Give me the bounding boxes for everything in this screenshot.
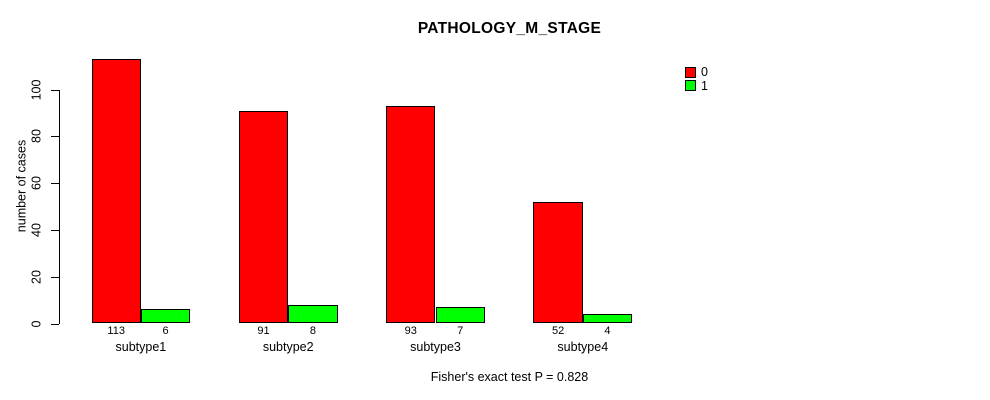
bar-subtype1-series-0: [91, 59, 141, 324]
y-axis-tick: [51, 89, 59, 91]
bar-count-label: 4: [604, 325, 611, 337]
legend-entry-0: 0: [685, 66, 708, 78]
y-axis-tick: [51, 183, 59, 185]
y-axis-tick-label: 100: [29, 79, 44, 100]
y-axis-label: number of cases: [14, 139, 29, 233]
y-axis-tick: [51, 229, 59, 231]
y-axis-tick: [51, 323, 59, 325]
x-axis-category-label: subtype3: [410, 340, 461, 354]
y-axis-tick-label: 80: [29, 129, 44, 144]
y-axis-tick-label: 20: [29, 269, 44, 284]
bar-count-label: 7: [457, 325, 464, 337]
y-axis-tick: [51, 276, 59, 278]
bar-count-label: 93: [404, 325, 417, 337]
y-axis-line: [59, 89, 60, 324]
bar-count-label: 8: [309, 325, 316, 337]
y-axis-tick-label: 60: [29, 176, 44, 191]
chart-title: PATHOLOGY_M_STAGE: [417, 20, 602, 37]
bar-subtype3-series-0: [386, 105, 436, 324]
bar-count-label: 52: [551, 325, 565, 337]
legend-entry-label: 1: [701, 78, 708, 93]
bar-subtype1-series-1: [140, 309, 191, 324]
legend-swatch-1: [685, 80, 696, 91]
bar-subtype4-series-0: [533, 201, 583, 324]
bar-subtype3-series-1: [435, 307, 485, 324]
legend-swatch-0: [685, 66, 696, 78]
legend-entry-1: 1: [685, 78, 708, 93]
y-axis-tick-label: 40: [29, 222, 44, 237]
bar-subtype4-series-1: [582, 314, 633, 324]
x-axis-category-label: subtype4: [557, 340, 609, 354]
fisher-test-annotation: Fisher's exact test P = 0.828: [430, 370, 589, 384]
bar-subtype2-series-0: [238, 110, 289, 324]
y-axis-tick: [51, 136, 59, 138]
bar-count-label: 6: [162, 325, 169, 337]
y-axis-tick-label: 0: [29, 320, 44, 327]
x-axis-category-label: subtype2: [262, 340, 314, 354]
bar-subtype2-series-1: [288, 304, 338, 324]
bar-count-label: 113: [107, 325, 125, 337]
legend-entry-label: 0: [701, 65, 708, 79]
x-axis-category-label: subtype1: [115, 340, 167, 354]
bar-count-label: 91: [257, 325, 270, 337]
